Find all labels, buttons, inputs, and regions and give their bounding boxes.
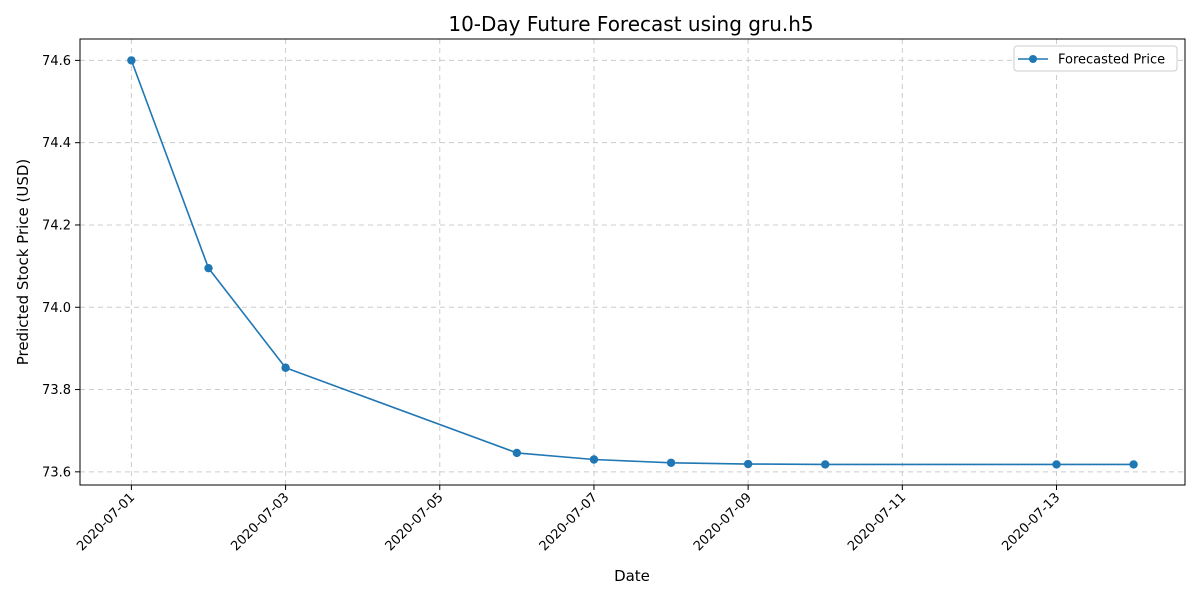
data-point — [281, 363, 290, 372]
series-line — [130, 60, 1134, 466]
data-point — [204, 263, 213, 273]
y-tick-label: 74.0 — [42, 301, 71, 316]
chart-title: 10-Day Future Forecast using gru.h5 — [448, 12, 813, 36]
x-axis-label: Date — [614, 567, 650, 585]
y-axis-label: Predicted Stock Price (USD) — [14, 159, 32, 366]
legend-marker-swatch — [1029, 55, 1037, 63]
data-point — [512, 448, 522, 458]
data-point — [666, 458, 676, 467]
x-tick-label: 2020-07-03 — [228, 490, 292, 554]
data-point — [1052, 460, 1061, 469]
y-axis: 73.6 73.8 74.0 74.2 74.4 74.6 — [42, 54, 80, 480]
x-tick-label: 2020-07-01 — [74, 490, 138, 554]
data-point — [1129, 460, 1138, 469]
grid-lines — [80, 39, 1185, 485]
data-point — [127, 56, 136, 65]
data-point — [821, 460, 830, 469]
x-tick-label: 2020-07-11 — [845, 490, 909, 554]
y-tick-label: 74.4 — [42, 136, 71, 151]
y-tick-label: 73.8 — [42, 383, 71, 398]
data-point — [743, 459, 753, 469]
legend-box — [1013, 45, 1178, 72]
y-tick-label: 73.6 — [42, 465, 71, 480]
data-point — [589, 455, 599, 464]
x-tick-label: 2020-07-13 — [999, 490, 1063, 554]
legend: Forecasted Price — [1013, 45, 1178, 72]
y-tick-label: 74.6 — [42, 54, 71, 69]
plot-frame — [79, 38, 1186, 486]
x-tick-label: 2020-07-09 — [691, 490, 755, 554]
x-axis: 2020-07-01 2020-07-03 2020-07-05 2020-07-07… — [74, 485, 1063, 554]
y-tick-label: 74.2 — [42, 218, 71, 233]
x-tick-label: 2020-07-07 — [537, 490, 601, 554]
x-tick-label: 2020-07-05 — [383, 490, 447, 554]
legend-entry-label: Forecasted Price — [1058, 53, 1165, 68]
series-group — [127, 56, 1138, 469]
